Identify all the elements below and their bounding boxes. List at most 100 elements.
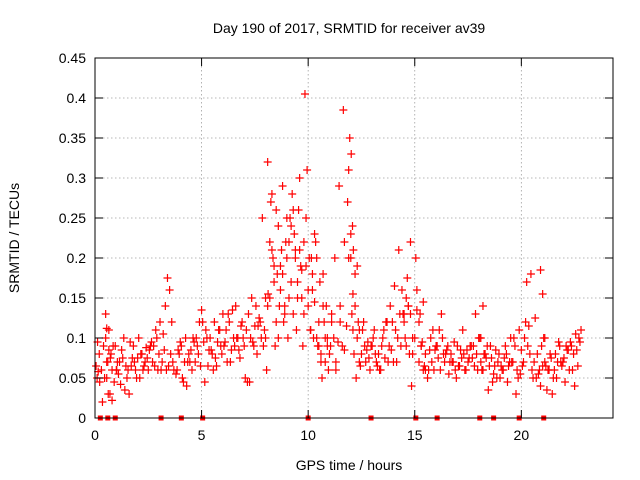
data-point xyxy=(331,358,340,366)
data-point xyxy=(518,362,527,370)
data-point xyxy=(234,346,243,354)
data-point xyxy=(336,302,345,310)
data-point xyxy=(263,158,272,166)
data-point xyxy=(156,318,165,326)
data-point xyxy=(288,190,297,198)
data-point xyxy=(350,350,358,358)
data-point xyxy=(556,358,565,366)
data-point xyxy=(153,366,162,374)
data-point xyxy=(378,334,387,342)
data-point xyxy=(198,318,207,326)
data-point xyxy=(272,206,281,214)
data-point xyxy=(400,318,409,326)
data-point xyxy=(186,346,195,354)
data-point xyxy=(158,358,167,366)
data-point xyxy=(228,306,237,314)
data-point xyxy=(298,342,307,350)
data-point xyxy=(484,386,493,394)
data-point xyxy=(282,214,291,222)
data-point xyxy=(99,342,108,350)
data-point xyxy=(280,302,289,310)
data-point xyxy=(287,222,296,230)
data-point xyxy=(310,230,319,238)
data-point xyxy=(473,366,482,374)
data-point xyxy=(311,238,320,246)
data-point xyxy=(392,358,401,366)
data-point xyxy=(418,338,427,346)
data-point xyxy=(370,326,379,334)
data-point xyxy=(279,318,288,326)
data-point xyxy=(160,346,169,354)
data-point xyxy=(401,334,410,342)
data-point xyxy=(178,374,187,382)
data-point xyxy=(387,346,396,354)
data-point xyxy=(154,350,163,358)
data-point xyxy=(351,302,360,310)
data-point xyxy=(348,222,357,230)
data-point xyxy=(201,326,210,334)
data-point xyxy=(520,334,529,342)
data-point xyxy=(540,334,549,342)
data-point xyxy=(248,338,257,346)
data-point xyxy=(450,338,459,346)
data-point xyxy=(362,346,371,354)
data-point xyxy=(547,354,556,362)
data-point xyxy=(297,266,306,274)
data-point xyxy=(95,378,104,386)
data-point xyxy=(546,350,555,358)
data-point xyxy=(569,350,578,358)
data-point xyxy=(131,366,140,374)
data-point xyxy=(438,334,447,342)
data-point xyxy=(566,338,575,346)
y-axis-label: SRMTID / TECUs xyxy=(6,183,22,293)
data-point xyxy=(308,270,317,278)
data-point xyxy=(331,366,340,374)
data-point xyxy=(114,370,123,378)
data-point xyxy=(365,366,374,374)
data-point xyxy=(163,274,172,282)
data-point xyxy=(377,342,386,350)
data-point xyxy=(200,378,209,386)
y-tick-label: 0 xyxy=(78,410,86,426)
grid xyxy=(95,58,613,418)
data-point xyxy=(411,254,420,262)
data-point xyxy=(112,366,121,374)
data-point xyxy=(512,390,521,398)
data-point xyxy=(278,182,287,190)
data-point xyxy=(315,278,324,286)
data-point xyxy=(304,302,313,310)
data-points xyxy=(92,90,586,406)
data-point xyxy=(98,398,107,406)
data-point xyxy=(258,214,267,222)
data-point xyxy=(334,338,343,346)
data-point xyxy=(211,354,220,362)
data-point xyxy=(149,342,158,350)
data-point xyxy=(124,366,133,374)
data-point xyxy=(239,334,248,342)
data-point xyxy=(300,90,309,98)
data-point xyxy=(197,306,206,314)
data-point xyxy=(253,350,262,358)
axis-ticks xyxy=(94,57,613,419)
data-point xyxy=(104,326,113,334)
data-point xyxy=(353,262,362,270)
data-point xyxy=(110,378,119,386)
data-point xyxy=(120,386,129,394)
data-point xyxy=(557,362,566,370)
data-point xyxy=(388,318,397,326)
y-tick-label: 0.1 xyxy=(67,330,87,346)
data-point xyxy=(570,382,579,390)
x-axis-label: GPS time / hours xyxy=(296,457,403,473)
data-point xyxy=(327,310,336,318)
data-point xyxy=(561,378,570,386)
data-point xyxy=(391,326,400,334)
data-point xyxy=(535,366,544,374)
data-point xyxy=(203,362,212,370)
data-point xyxy=(379,326,388,334)
data-point xyxy=(537,342,546,350)
data-point xyxy=(394,246,403,254)
data-point xyxy=(222,326,231,334)
data-point xyxy=(454,362,463,370)
data-point xyxy=(255,314,264,322)
